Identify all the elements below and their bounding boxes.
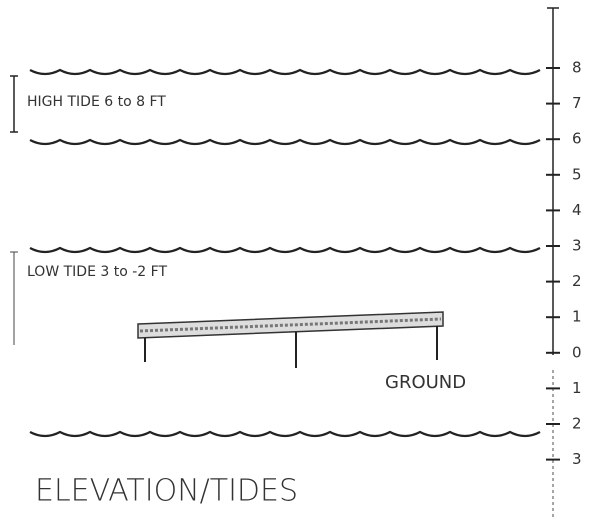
scale-label: 1	[572, 379, 582, 397]
scale-label: 1	[572, 308, 582, 326]
high-tide-label: HIGH TIDE 6 to 8 FT	[27, 94, 166, 110]
scale-label: 7	[572, 94, 582, 112]
scale-label: 3	[572, 237, 582, 255]
scale-label: 6	[572, 130, 582, 148]
scale-axis	[547, 7, 559, 520]
scale-label: 4	[572, 201, 582, 219]
scale-label: 5	[572, 165, 582, 183]
scale-label: 3	[572, 450, 582, 468]
low-tide-label: LOW TIDE 3 to -2 FT	[27, 264, 167, 280]
wave-line	[29, 68, 541, 76]
ground-label: GROUND	[385, 372, 466, 393]
dock	[137, 311, 444, 368]
title: ELEVATION/TIDES	[35, 474, 298, 509]
wave-line	[29, 138, 541, 146]
scale-label: 8	[572, 59, 582, 77]
wave-line	[29, 430, 541, 438]
low-tide-bracket	[10, 251, 18, 345]
wave-line	[29, 246, 541, 254]
scale-label: 2	[572, 272, 582, 290]
scale-label: 2	[572, 415, 582, 433]
high-tide-bracket	[10, 75, 18, 133]
scale-label: 0	[572, 343, 582, 361]
